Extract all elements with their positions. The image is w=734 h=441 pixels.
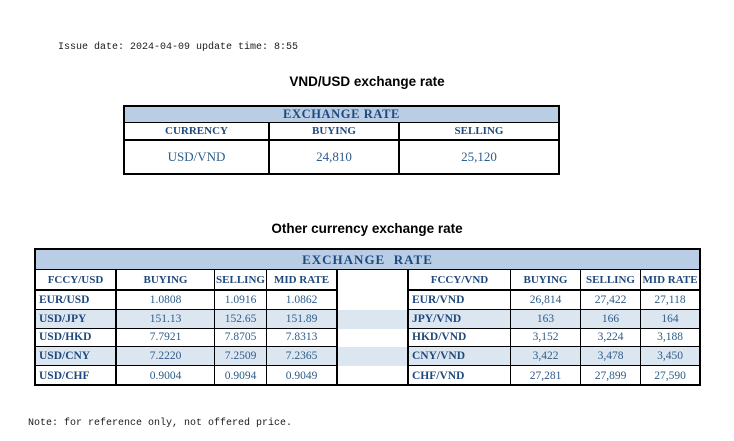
selling-rate: 166	[580, 309, 640, 329]
column-header-buying: BUYING	[270, 123, 400, 139]
column-header-selling: SELLING	[454, 125, 504, 137]
table-gap	[338, 309, 407, 329]
buying-rate: 3,422	[510, 347, 580, 367]
buying-rate: 3,152	[510, 328, 580, 348]
column-header-buying: BUYING	[117, 270, 215, 291]
currency-pair: EUR/USD	[36, 291, 117, 310]
issue-date-line: Issue date: 2024-04-09 update time: 8:55	[58, 42, 299, 53]
selling-rate: 0.9094	[215, 366, 267, 385]
table-column-headers: FCCY/USD BUYING SELLING MID RATE FCCY/VN…	[36, 270, 699, 291]
table-header-banner: EXCHANGE RATE	[36, 250, 699, 270]
other-currency-title: Other currency exchange rate	[271, 221, 463, 236]
buying-rate: 163	[510, 309, 580, 329]
table-row: USD/HKD 7.7921 7.8705 7.8313 HKD/VND 3,1…	[36, 328, 699, 348]
selling-rate: 152.65	[215, 309, 267, 329]
mid-rate: 27,590	[640, 366, 699, 385]
mid-rate: 151.89	[267, 309, 338, 329]
selling-rate: 27,899	[580, 366, 640, 385]
column-header-buying: BUYING	[510, 270, 580, 291]
buying-rate: 7.7921	[117, 328, 215, 348]
currency-pair: USD/CNY	[36, 347, 117, 367]
mid-rate: 0.9049	[267, 366, 338, 385]
currency-pair: CNY/VND	[407, 347, 510, 367]
selling-rate: 25,120	[461, 149, 497, 164]
selling-rate: 7.2509	[215, 347, 267, 367]
column-header-currency: CURRENCY	[125, 123, 270, 139]
currency-pair: EUR/VND	[407, 291, 510, 310]
column-header-fccy-usd: FCCY/USD	[36, 270, 117, 291]
mid-rate: 3,188	[640, 328, 699, 348]
buying-rate: 24,810	[270, 141, 400, 173]
column-header-mid-rate: MID RATE	[267, 270, 338, 291]
table-row: USD/VND 24,810 25,120	[125, 141, 558, 173]
selling-rate: 3,478	[580, 347, 640, 367]
currency-pair: USD/HKD	[36, 328, 117, 348]
mid-rate: 1.0862	[267, 291, 338, 310]
table-row: USD/CNY 7.2220 7.2509 7.2365 CNY/VND 3,4…	[36, 347, 699, 367]
table-gap	[338, 366, 407, 385]
mid-rate: 164	[640, 309, 699, 329]
buying-rate: 26,814	[510, 291, 580, 310]
other-currency-rate-table: EXCHANGE RATE FCCY/USD BUYING SELLING MI…	[34, 248, 701, 386]
currency-pair: USD/VND	[125, 141, 270, 173]
currency-pair: CHF/VND	[407, 366, 510, 385]
table-row: USD/CHF 0.9004 0.9094 0.9049 CHF/VND 27,…	[36, 366, 699, 385]
table-gap	[338, 291, 407, 310]
buying-rate: 1.0808	[117, 291, 215, 310]
vnd-usd-title: VND/USD exchange rate	[289, 74, 445, 89]
mid-rate: 3,450	[640, 347, 699, 367]
mid-rate: 27,118	[640, 291, 699, 310]
mid-rate: 7.2365	[267, 347, 338, 367]
selling-rate: 27,422	[580, 291, 640, 310]
table-gap	[338, 329, 407, 348]
currency-pair: HKD/VND	[407, 328, 510, 348]
table-header-banner: EXCHANGE RATE	[125, 107, 558, 123]
currency-pair: JPY/VND	[407, 309, 510, 329]
buying-rate: 151.13	[117, 309, 215, 329]
currency-pair: USD/CHF	[36, 366, 117, 385]
selling-rate: 3,224	[580, 328, 640, 348]
table-gap	[338, 347, 407, 367]
buying-rate: 7.2220	[117, 347, 215, 367]
vnd-usd-rate-table: EXCHANGE RATE CURRENCY BUYING SELLING US…	[123, 105, 560, 175]
selling-rate: 7.8705	[215, 328, 267, 348]
table-row: USD/JPY 151.13 152.65 151.89 JPY/VND 163…	[36, 309, 699, 329]
selling-rate: 1.0916	[215, 291, 267, 310]
table-row: EUR/USD 1.0808 1.0916 1.0862 EUR/VND 26,…	[36, 291, 699, 310]
table-column-headers: CURRENCY BUYING SELLING	[125, 123, 558, 141]
column-header-mid-rate: MID RATE	[640, 270, 699, 291]
column-header-selling: SELLING	[215, 270, 267, 291]
currency-pair: USD/JPY	[36, 309, 117, 329]
buying-rate: 0.9004	[117, 366, 215, 385]
note-line: Note: for reference only, not offered pr…	[28, 418, 293, 429]
column-header-fccy-vnd: FCCY/VND	[407, 270, 510, 291]
column-header-selling: SELLING	[580, 270, 640, 291]
table-gap	[338, 270, 407, 291]
mid-rate: 7.8313	[267, 328, 338, 348]
buying-rate: 27,281	[510, 366, 580, 385]
